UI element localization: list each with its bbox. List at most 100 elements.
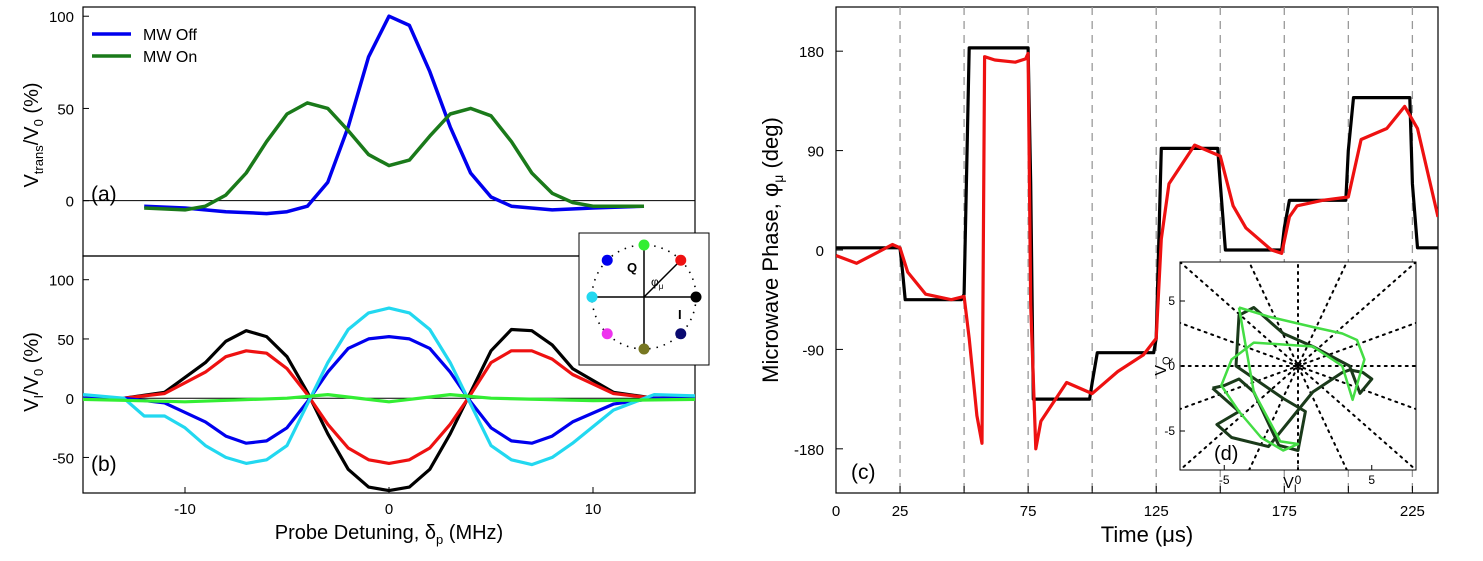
panel-c: -180 -90 0 90 180 0 25 75 125 175 225 (c) Microwav… — [758, 6, 1439, 547]
panel-b-label: (b) — [91, 453, 117, 476]
ylabel-c-part2: (deg) — [758, 117, 783, 174]
panel-b-xlabel: Probe Detuning, δp (MHz) — [275, 522, 503, 547]
ytick-label-c-0: 0 — [816, 243, 824, 260]
phasor-inset: Q I φμ — [578, 232, 710, 366]
inset-d-dotted-lines — [1180, 262, 1416, 470]
inset-d-ticks: -5 0 5 -5 0 5 — [1164, 294, 1375, 487]
dotted-line-d-135 — [1180, 262, 1416, 470]
xtick-label-c-25: 25 — [892, 503, 909, 520]
xtick-label-d--5: -5 — [1219, 473, 1230, 487]
ytick-label-c--180: -180 — [794, 442, 824, 459]
ylabel-a-sub2: 0 — [31, 119, 46, 126]
series-b-red — [83, 349, 695, 465]
panel-b-series — [83, 306, 695, 493]
xtick-label-c-0: 0 — [832, 503, 840, 520]
phasor-points — [586, 239, 702, 355]
inset-d-label: (d) — [1214, 443, 1238, 465]
phasor-point-135 — [601, 254, 613, 266]
ylabel-c-sub: μ — [770, 175, 786, 183]
ytick-label-c--90: -90 — [802, 342, 824, 359]
ytick-label-b-0: 0 — [66, 391, 74, 408]
series-a-green — [144, 101, 644, 212]
xtick-label-c-125: 125 — [1144, 503, 1169, 520]
trace-d-light — [1220, 306, 1366, 452]
series-c-red — [836, 51, 1438, 451]
phasor-point-0 — [690, 291, 702, 303]
ylabel-b-sub2: 0 — [31, 369, 46, 376]
phasor-vector — [643, 259, 682, 298]
ytick-label-b--50: -50 — [52, 450, 74, 467]
phasor-q-label: Q — [627, 260, 637, 275]
xtick-label-c-225: 225 — [1400, 503, 1425, 520]
ylabel-a-part3: (%) — [21, 82, 43, 119]
panel-c-ylabel: Microwave Phase, φμ (deg) — [758, 117, 786, 383]
dotted-line-d-157.5 — [1180, 321, 1416, 411]
ytick-label-b-100: 100 — [49, 273, 74, 290]
inset-d-xlabel: VI — [1283, 475, 1297, 495]
ytick-label-a-0: 0 — [66, 194, 74, 211]
phasor-point-180 — [586, 291, 598, 303]
xtick-label-b-0: 0 — [385, 501, 393, 518]
series-b-blue — [83, 335, 695, 445]
panel-a-legend: MW Off MW On — [92, 27, 197, 66]
series-b-cyan — [83, 306, 695, 467]
inset-d-ylabel-sub: Q — [1161, 356, 1173, 365]
phasor-phi-label: φμ — [651, 275, 664, 291]
trace-d-dark — [1211, 306, 1374, 452]
ylabel-b-sub: I — [31, 395, 46, 399]
series-a-blue — [144, 14, 645, 216]
panel-a-frame — [82, 6, 696, 257]
panel-c-ticks: -180 -90 0 90 180 0 25 75 125 175 225 — [794, 44, 1425, 520]
ylabel-b-part2: /V — [21, 375, 43, 395]
ytick-label-d--5: -5 — [1164, 424, 1175, 438]
panel-c-label: (c) — [851, 461, 876, 484]
ylabel-b-part3: (%) — [21, 332, 43, 369]
series-b-black — [83, 327, 695, 493]
panel-a-ylabel: Vtrans/V0 (%) — [21, 82, 46, 187]
xtick-label-d-5: 5 — [1368, 473, 1375, 487]
xlabel-b-sub: p — [436, 532, 443, 547]
panel-a-yticks: 0 50 100 — [49, 9, 89, 211]
panel-c-xlabel: Time (μs) — [1101, 522, 1194, 547]
ytick-label-b-50: 50 — [57, 332, 74, 349]
phasor-i-label: I — [678, 307, 682, 322]
phasor-point-225 — [601, 328, 613, 340]
xtick-label-b-10: 10 — [585, 501, 602, 518]
ytick-label-c-90: 90 — [807, 144, 824, 161]
ytick-label-d-5: 5 — [1168, 294, 1175, 308]
panel-a-label: (a) — [91, 183, 117, 206]
phasor-point-270 — [638, 343, 650, 355]
legend-label-mw-on: MW On — [143, 49, 197, 66]
ylabel-b-part: V — [21, 398, 43, 412]
phasor-phi-sub: μ — [659, 282, 664, 291]
inset-d-ylabel-part: V — [1153, 365, 1170, 376]
inset-d-traces — [1211, 306, 1374, 452]
ytick-label-d-0: 0 — [1168, 359, 1175, 373]
xtick-label-b--10: -10 — [174, 501, 196, 518]
series-b-green — [83, 393, 695, 404]
phasor-phi-part: φ — [651, 275, 659, 289]
legend-label-mw-off: MW Off — [143, 27, 197, 44]
panel-b-ticks: -50 0 50 100 -10 0 10 — [49, 273, 601, 518]
xlabel-b-part: Probe Detuning, δ — [275, 522, 436, 544]
ytick-label-c-180: 180 — [799, 44, 824, 61]
ytick-label-a-100: 100 — [49, 9, 74, 26]
ytick-label-a-50: 50 — [57, 101, 74, 118]
phasor-point-90 — [638, 239, 650, 251]
xtick-label-c-75: 75 — [1020, 503, 1037, 520]
ylabel-a-part: V — [21, 174, 43, 188]
panel-a-series — [144, 14, 645, 216]
panel-c-series — [836, 46, 1438, 451]
inset-d-xlabel-part: V — [1283, 475, 1294, 492]
inset-d: -5 0 5-505 (d) VI VQ — [1153, 261, 1417, 495]
xlabel-b-part2: (MHz) — [443, 522, 503, 544]
inset-d-ylabel: VQ — [1153, 356, 1173, 376]
ylabel-a-sub: trans — [31, 145, 46, 174]
inset-d-xlabel-sub: I — [1294, 483, 1297, 495]
dotted-line-d-45 — [1180, 262, 1416, 470]
phasor-point-315 — [675, 328, 687, 340]
ylabel-c-part: Microwave Phase, φ — [758, 183, 783, 383]
